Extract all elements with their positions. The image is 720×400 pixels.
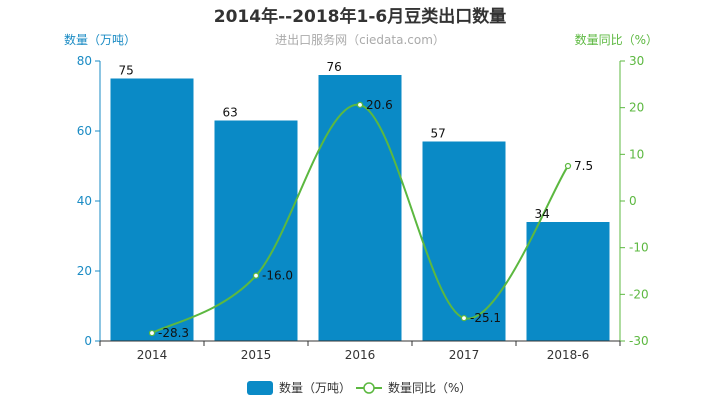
yoy-point-2018-6[interactable] [564, 162, 572, 170]
right-axis-tick-label: -10 [629, 241, 649, 255]
yoy-point-2017[interactable] [460, 315, 468, 322]
yoy-point-2016[interactable] [356, 101, 364, 108]
yoy-point-2015[interactable] [252, 272, 260, 279]
legend[interactable]: 数量（万吨） 数量同比（%） [247, 380, 471, 395]
yoy-point-2014[interactable] [148, 329, 156, 337]
right-axis-name: 数量同比（%） [575, 32, 658, 47]
yoy-line [151, 103, 569, 334]
bar-value-label: 63 [223, 106, 238, 120]
right-axis-tick-label: -30 [629, 334, 649, 348]
left-axis-tick-label: 0 [84, 334, 92, 348]
right-axis-tick-label: 30 [629, 54, 644, 68]
bar-value-label: 57 [431, 127, 446, 141]
legend-item-line[interactable]: 数量同比（%） [356, 380, 471, 395]
bar-2016[interactable] [318, 75, 402, 341]
legend-item-bar[interactable]: 数量（万吨） [247, 380, 351, 395]
bar-2018-6[interactable] [526, 222, 610, 341]
left-axis-tick-label: 40 [77, 194, 92, 208]
bar-value-label: 75 [119, 64, 134, 78]
bar-value-label: 76 [327, 60, 342, 74]
x-axis-tick-label: 2018-6 [547, 348, 590, 362]
line-layer [148, 101, 572, 337]
chart-title: 2014年--2018年1-6月豆类出口数量 [214, 6, 506, 27]
left-axis-tick-label: 20 [77, 264, 92, 278]
yoy-value-label: 7.5 [574, 159, 593, 173]
x-axis-tick-label: 2014 [137, 348, 168, 362]
yoy-value-label: -28.3 [158, 326, 189, 340]
right-axis-tick-label: 20 [629, 101, 644, 115]
right-axis-tick-label: -20 [629, 287, 649, 301]
yoy-value-label: -16.0 [262, 269, 293, 283]
bar-value-label: 34 [535, 207, 550, 221]
left-axis-tick-label: 60 [77, 124, 92, 138]
x-axis-tick-label: 2015 [241, 348, 272, 362]
axes-layer: 0 20 40 60 80 -30 -20 -10 0 10 20 30 2014 2015 2016 201… [77, 54, 649, 362]
left-axis-name: 数量（万吨） [64, 32, 136, 47]
legend-bar-swatch [247, 381, 273, 395]
legend-line-marker-icon [363, 382, 375, 394]
x-axis-tick-label: 2016 [345, 348, 376, 362]
x-axis-tick-label: 2017 [449, 348, 480, 362]
right-axis-tick-label: 0 [629, 194, 637, 208]
chart-subtitle: 进出口服务网（ciedata.com） [275, 32, 445, 47]
right-axis-tick-label: 10 [629, 147, 644, 161]
legend-bar-label: 数量（万吨） [279, 380, 351, 395]
labels-layer: 75 63 76 57 34 -28.3 -16.0 20.6 -25.1 7.5 [119, 60, 594, 340]
bar-2017[interactable] [422, 141, 506, 342]
bars-layer [110, 75, 610, 342]
yoy-value-label: 20.6 [366, 98, 393, 112]
yoy-value-label: -25.1 [470, 311, 501, 325]
left-axis-tick-label: 80 [77, 54, 92, 68]
bar-2015[interactable] [214, 120, 298, 342]
bar-2014[interactable] [110, 78, 194, 342]
legend-line-label: 数量同比（%） [388, 380, 471, 395]
